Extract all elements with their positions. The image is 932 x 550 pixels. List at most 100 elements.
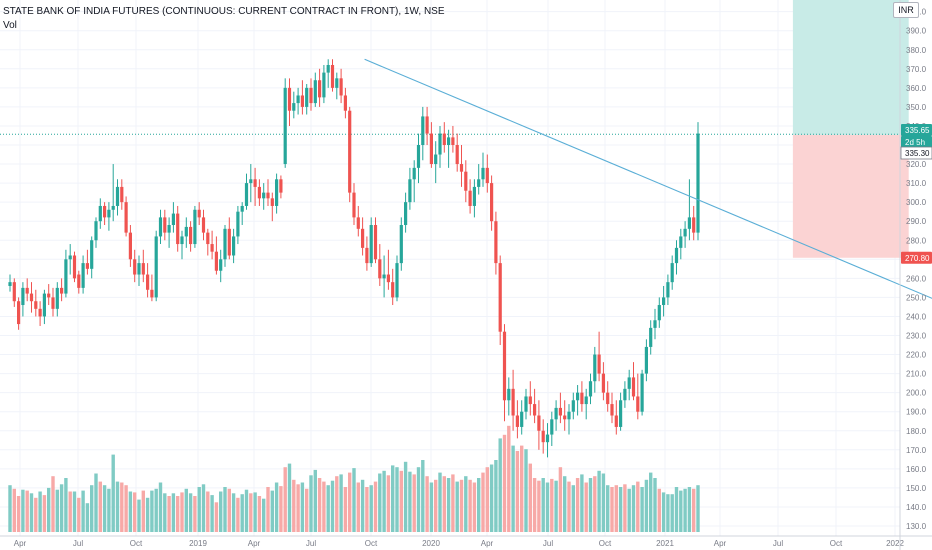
volume-bar: [532, 478, 537, 532]
volume-bar: [72, 491, 77, 532]
candle-body: [318, 80, 322, 98]
candle-body: [279, 179, 283, 193]
candle-body: [206, 232, 210, 245]
volume-bar: [137, 499, 141, 532]
candle-body: [305, 87, 309, 107]
volume-bar: [649, 472, 653, 532]
volume-bar: [425, 476, 429, 532]
candle-body: [399, 225, 403, 264]
trendline[interactable]: [364, 58, 932, 337]
candle-body: [124, 202, 128, 233]
candle-body: [696, 133, 700, 233]
volume-bar: [550, 478, 554, 532]
volume-bar: [124, 485, 128, 532]
candle-body: [623, 388, 627, 401]
volume-bar: [679, 490, 683, 532]
volume-bar: [498, 438, 502, 532]
y-tick-label: 170.0: [906, 446, 927, 455]
volume-bar: [339, 474, 343, 532]
candle-body: [490, 183, 494, 222]
candle-body: [550, 419, 554, 435]
candle-body: [137, 263, 141, 275]
candle-body: [128, 232, 132, 260]
volume-bar: [326, 485, 330, 532]
x-tick-label: Apr: [14, 539, 27, 548]
countdown-tag-box: [901, 136, 932, 148]
candle-body: [29, 293, 34, 302]
volume-bar: [391, 465, 395, 532]
candle-body: [554, 407, 558, 420]
candle-body: [662, 297, 666, 306]
volume-bar: [201, 484, 206, 532]
candle-body: [365, 247, 369, 264]
volume-bar: [360, 479, 365, 532]
volume-bar: [567, 481, 571, 532]
candle-body: [382, 274, 386, 279]
candle-body: [507, 388, 511, 401]
candle-body: [210, 244, 214, 252]
volume-bar: [8, 485, 12, 532]
x-tick-label: Oct: [365, 539, 378, 548]
candle-body: [335, 78, 339, 88]
volume-bar: [614, 485, 618, 532]
long-position-zones[interactable]: [0, 0, 909, 258]
volume-bar: [90, 485, 94, 532]
candle-body: [47, 293, 51, 298]
x-tick-label: 2022: [886, 539, 904, 548]
currency-button[interactable]: INR: [893, 2, 919, 18]
candle-body: [77, 274, 81, 288]
candle-body: [223, 228, 227, 260]
volume-bar: [408, 471, 412, 532]
candle-body: [189, 226, 193, 245]
candle-body: [477, 179, 481, 187]
candle-body: [588, 381, 593, 397]
volume-bar: [434, 479, 438, 532]
candle-body: [214, 251, 218, 271]
volume-bar: [287, 463, 292, 532]
volume-bar: [481, 472, 485, 532]
candle-body: [292, 103, 296, 111]
stop-price-tag-box: [901, 251, 932, 264]
candle-body: [201, 217, 206, 233]
volume-bar: [219, 491, 223, 532]
volume-bar: [257, 496, 262, 532]
volume-bar: [154, 488, 158, 532]
candle-body: [309, 87, 313, 104]
volume-bar: [55, 489, 59, 532]
y-tick-label: 130.0: [906, 522, 927, 531]
volume-bar: [373, 481, 378, 532]
candle-body: [597, 354, 601, 374]
candle-body: [21, 287, 25, 306]
candle-body: [657, 305, 661, 321]
candle-body: [98, 205, 102, 222]
candle-body: [25, 287, 29, 294]
volume-bar: [640, 487, 644, 532]
candle-body: [498, 263, 502, 332]
y-tick-label: 240.0: [906, 312, 927, 321]
volume-bar: [16, 496, 21, 532]
volume-bar: [42, 495, 47, 532]
volume-bar: [128, 491, 133, 532]
trendline-line: [364, 58, 932, 299]
candle-body: [558, 407, 562, 416]
volume-bar: [206, 491, 210, 532]
candle-body: [348, 110, 352, 193]
candle-body: [60, 287, 64, 294]
volume-bar: [231, 493, 236, 532]
candle-body: [38, 308, 42, 317]
volume-bar: [107, 488, 111, 532]
volume-bar: [429, 482, 434, 532]
profit-zone: [792, 0, 909, 135]
volume-bar: [317, 478, 322, 532]
countdown-tag: 2d 5h: [905, 138, 925, 147]
candle-body: [576, 392, 580, 401]
stop-price-tag: 270.80: [905, 254, 930, 263]
volume-bar: [98, 481, 102, 532]
candle-body: [81, 263, 85, 288]
candle-body: [687, 217, 691, 229]
volume-bar: [511, 445, 515, 532]
volume-bar: [305, 488, 309, 532]
volume-bar: [171, 493, 176, 532]
candle-body: [111, 205, 115, 210]
